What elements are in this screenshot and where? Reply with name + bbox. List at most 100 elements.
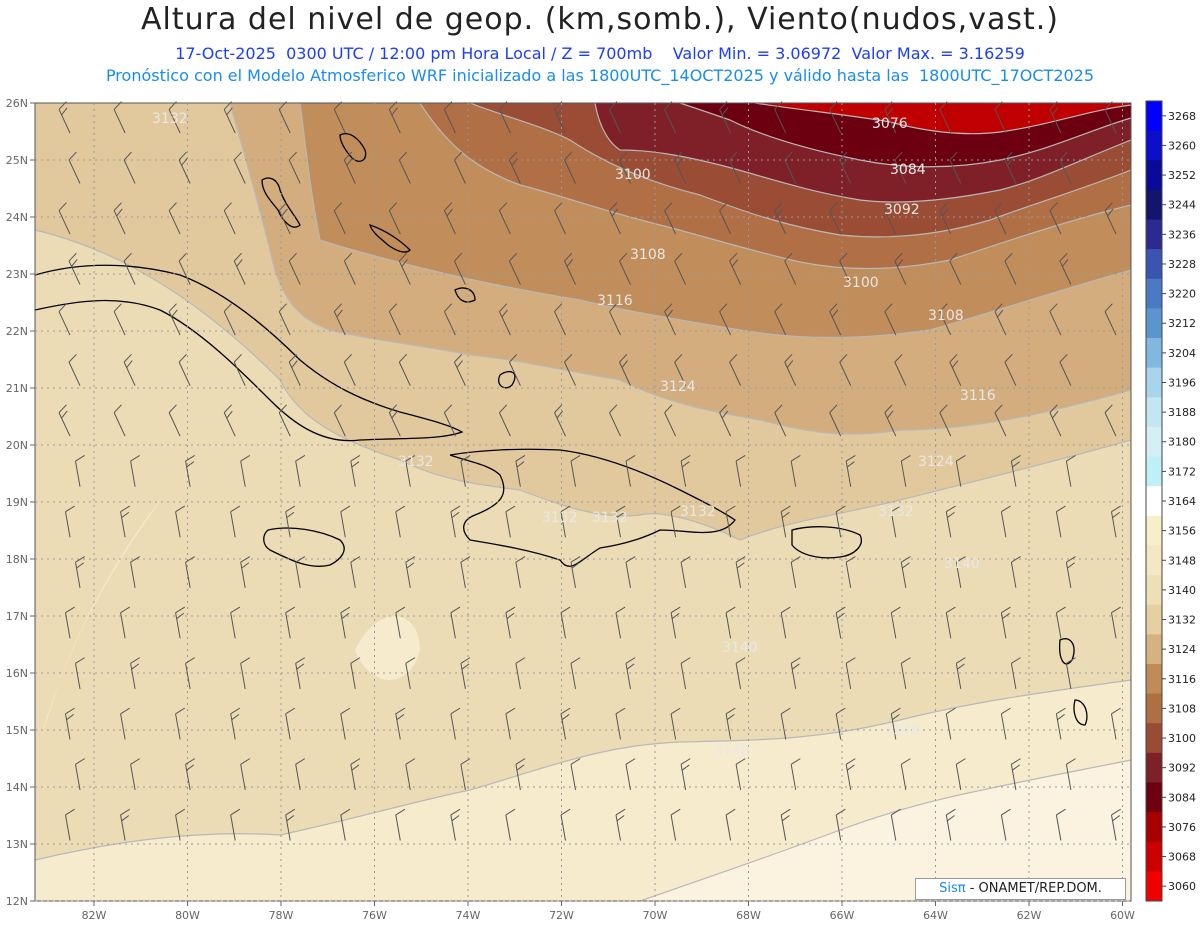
wind-barb — [955, 758, 966, 790]
wind-barb — [1000, 606, 1011, 639]
colorbar-swatch — [1146, 723, 1162, 754]
wind-barb — [333, 303, 346, 336]
wind-barb — [845, 758, 856, 790]
wind-barb — [664, 101, 677, 134]
wind-barb — [498, 101, 511, 134]
wind-barb — [790, 556, 801, 588]
wind-barb — [680, 556, 691, 588]
wind-barb — [123, 151, 136, 184]
wind-barb — [1110, 505, 1121, 538]
wind-barb — [1000, 707, 1011, 740]
lat-tick-label: 22N — [6, 325, 28, 338]
wind-barb — [460, 454, 471, 487]
contour-label: 3132 — [878, 504, 914, 520]
colorbar-swatch — [1146, 130, 1162, 161]
wind-barb — [453, 353, 466, 386]
wind-barb — [735, 556, 746, 588]
colorbar-swatch — [1146, 782, 1162, 813]
wind-barb — [515, 454, 526, 487]
wind-barb — [554, 404, 566, 437]
wind-barb — [175, 606, 186, 639]
wind-barb — [994, 101, 1007, 134]
wind-barb — [664, 404, 677, 437]
contour-label: 3084 — [890, 162, 926, 178]
wind-barb — [1010, 454, 1021, 487]
wind-barb — [240, 454, 251, 487]
wind-barb — [343, 151, 356, 184]
wind-barb — [615, 707, 626, 740]
contour-lines — [35, 103, 1131, 901]
wind-barb — [343, 252, 356, 285]
wind-barb — [884, 202, 897, 235]
wind-barb — [453, 151, 466, 184]
wind-barb — [790, 657, 801, 689]
wind-barb — [994, 303, 1007, 336]
colorbar-swatch — [1146, 515, 1162, 546]
wind-barb — [1055, 505, 1066, 538]
chart-title: Altura del nivel de geop. (km,somb.), Vi… — [141, 2, 1059, 37]
lat-tick-label: 13N — [6, 838, 28, 851]
wind-barb — [900, 758, 911, 790]
contour-label: 3116 — [597, 293, 633, 309]
lat-tick-label: 23N — [6, 268, 28, 281]
colorbar-swatch — [1146, 338, 1162, 369]
wind-barb — [223, 404, 236, 437]
wind-barb — [1010, 758, 1021, 790]
wind-barb — [955, 556, 966, 588]
wind-barb — [508, 353, 521, 386]
wind-barb — [609, 101, 621, 134]
wind-barb — [58, 202, 71, 235]
colorbar-label: 3132 — [1168, 614, 1196, 627]
wind-barb — [285, 808, 296, 841]
wind-barb — [443, 404, 456, 437]
lat-tick-label: 26N — [6, 97, 28, 110]
wind-barb — [505, 505, 516, 538]
wind-barb — [674, 353, 687, 386]
wind-barb — [829, 202, 842, 235]
wind-barb — [178, 252, 191, 285]
wind-barb — [1049, 404, 1062, 437]
map-fill — [35, 103, 1131, 901]
wind-barb — [113, 202, 126, 235]
wind-barb — [570, 657, 581, 689]
wind-barb — [1004, 151, 1017, 184]
wind-barb — [175, 808, 186, 841]
wind-barb — [1049, 101, 1062, 134]
wind-barb — [508, 252, 521, 285]
contour-label: 3132 — [542, 510, 578, 526]
wind-barb — [894, 252, 907, 285]
wind-barb — [1049, 303, 1062, 336]
wind-barb — [230, 808, 241, 841]
wind-barb — [278, 101, 291, 134]
contour-labels: 3076 3084 3092 3100 3100 3108 3108 3116 3116 3124… — [152, 111, 996, 759]
wind-barb — [395, 707, 406, 740]
wind-barb — [395, 808, 406, 841]
wind-barb — [498, 202, 511, 235]
lon-tick-label: 66W — [830, 909, 855, 922]
wind-barb — [835, 707, 846, 740]
wind-barb — [405, 657, 416, 689]
colorbar-label: 3084 — [1168, 791, 1196, 804]
wind-barb — [58, 404, 71, 437]
wind-barb — [560, 505, 571, 538]
wind-barb — [725, 808, 736, 841]
colorbar-label: 3220 — [1168, 288, 1196, 301]
wind-barb — [278, 202, 291, 235]
wind-barb — [845, 556, 856, 588]
wind-barb — [615, 505, 626, 538]
wind-barb — [945, 707, 956, 740]
wind-barb — [68, 252, 81, 285]
wind-barb — [939, 101, 952, 134]
wind-barb — [719, 404, 732, 437]
colorbar-swatch — [1146, 812, 1162, 843]
wind-barb — [664, 303, 677, 336]
wind-barb — [350, 556, 361, 588]
wind-barb — [240, 556, 251, 588]
wind-barb — [450, 606, 461, 639]
wind-barb — [1104, 202, 1117, 235]
wind-barb — [240, 758, 251, 790]
wind-barb — [554, 303, 566, 336]
wind-barb — [1065, 758, 1076, 790]
wind-barb — [350, 657, 361, 689]
wind-barb — [443, 202, 456, 235]
